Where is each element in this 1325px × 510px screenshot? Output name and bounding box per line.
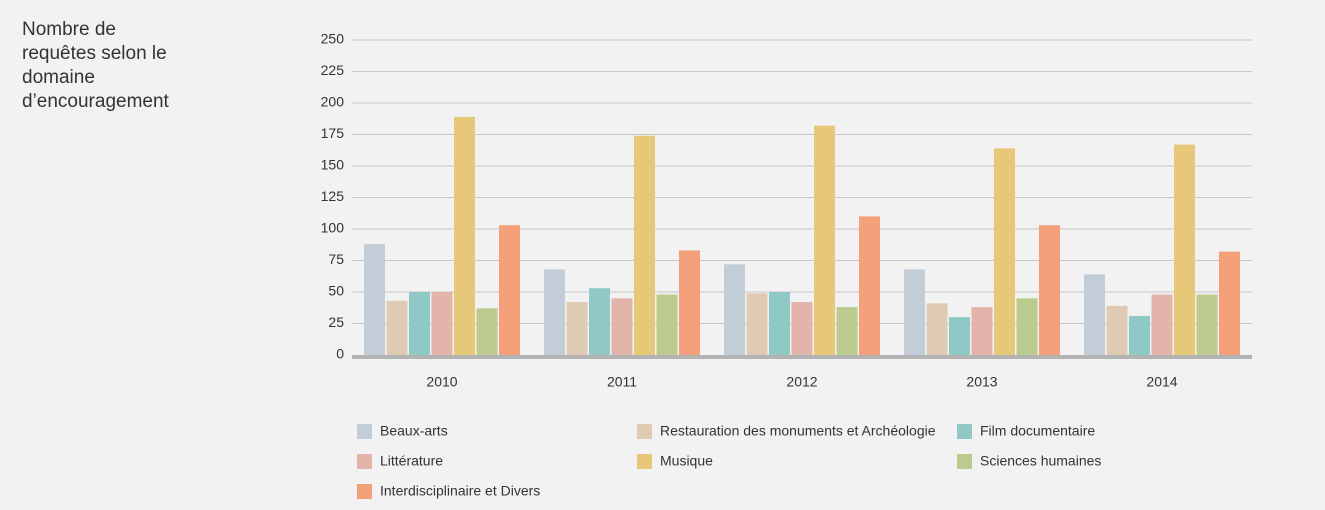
bar: [949, 317, 970, 355]
x-tick-label: 2014: [1146, 374, 1177, 390]
legend-swatch: [637, 424, 652, 439]
bar: [589, 288, 610, 355]
bar: [364, 244, 385, 355]
y-tick-label: 150: [321, 157, 345, 173]
y-tick-label: 100: [321, 220, 345, 236]
bar: [971, 307, 993, 355]
bar: [1151, 294, 1173, 355]
y-tick-label: 0: [336, 346, 344, 362]
bar: [611, 298, 633, 355]
legend-swatch: [357, 424, 372, 439]
bar: [679, 250, 700, 355]
legend-swatch: [357, 484, 372, 499]
bar: [1174, 144, 1195, 355]
bar: [724, 264, 745, 355]
y-tick-label: 125: [321, 188, 345, 204]
bar: [769, 292, 790, 355]
legend-label: Sciences humaines: [980, 453, 1101, 469]
bar: [476, 308, 498, 355]
legend-label: Littérature: [380, 453, 443, 469]
bar: [904, 269, 925, 355]
legend-label: Interdisciplinaire et Divers: [380, 483, 540, 499]
bar: [1084, 274, 1105, 355]
y-tick-label: 50: [328, 283, 344, 299]
legend-swatch: [957, 454, 972, 469]
y-tick-label: 175: [321, 125, 345, 141]
bar: [544, 269, 565, 355]
bar: [499, 225, 520, 355]
bar: [1106, 305, 1128, 355]
legend-label: Restauration des monuments et Archéologi…: [660, 423, 936, 439]
legend-swatch: [957, 424, 972, 439]
x-tick-label: 2013: [966, 374, 997, 390]
bar: [746, 293, 768, 355]
y-tick-label: 225: [321, 62, 345, 78]
bar: [1039, 225, 1060, 355]
bar: [1129, 315, 1150, 355]
bar: [386, 300, 408, 355]
bar: [814, 125, 835, 356]
bar: [836, 307, 858, 355]
bar: [1219, 251, 1240, 355]
bar: [926, 303, 948, 355]
x-tick-label: 2012: [786, 374, 817, 390]
bar: [634, 135, 655, 355]
bar: [994, 148, 1015, 355]
legend-label: Musique: [660, 453, 713, 469]
bar: [431, 292, 453, 355]
y-tick-label: 250: [321, 31, 345, 47]
x-tick-label: 2011: [607, 374, 637, 390]
bar: [409, 292, 430, 355]
bar: [566, 302, 588, 355]
bar: [656, 294, 678, 355]
bar: [1016, 298, 1038, 355]
y-tick-label: 200: [321, 94, 345, 110]
bar: [859, 216, 880, 355]
legend-label: Beaux-arts: [380, 423, 448, 439]
legend-swatch: [637, 454, 652, 469]
bar: [454, 116, 475, 355]
x-tick-label: 2010: [426, 374, 457, 390]
y-tick-label: 75: [328, 251, 344, 267]
y-tick-label: 25: [328, 314, 344, 330]
chart-title: Nombre de requêtes selon le domaine d’en…: [22, 19, 169, 112]
bar: [791, 302, 813, 355]
legend-swatch: [357, 454, 372, 469]
x-axis: [352, 355, 1252, 359]
legend-label: Film documentaire: [980, 423, 1095, 439]
bar: [1196, 294, 1218, 355]
